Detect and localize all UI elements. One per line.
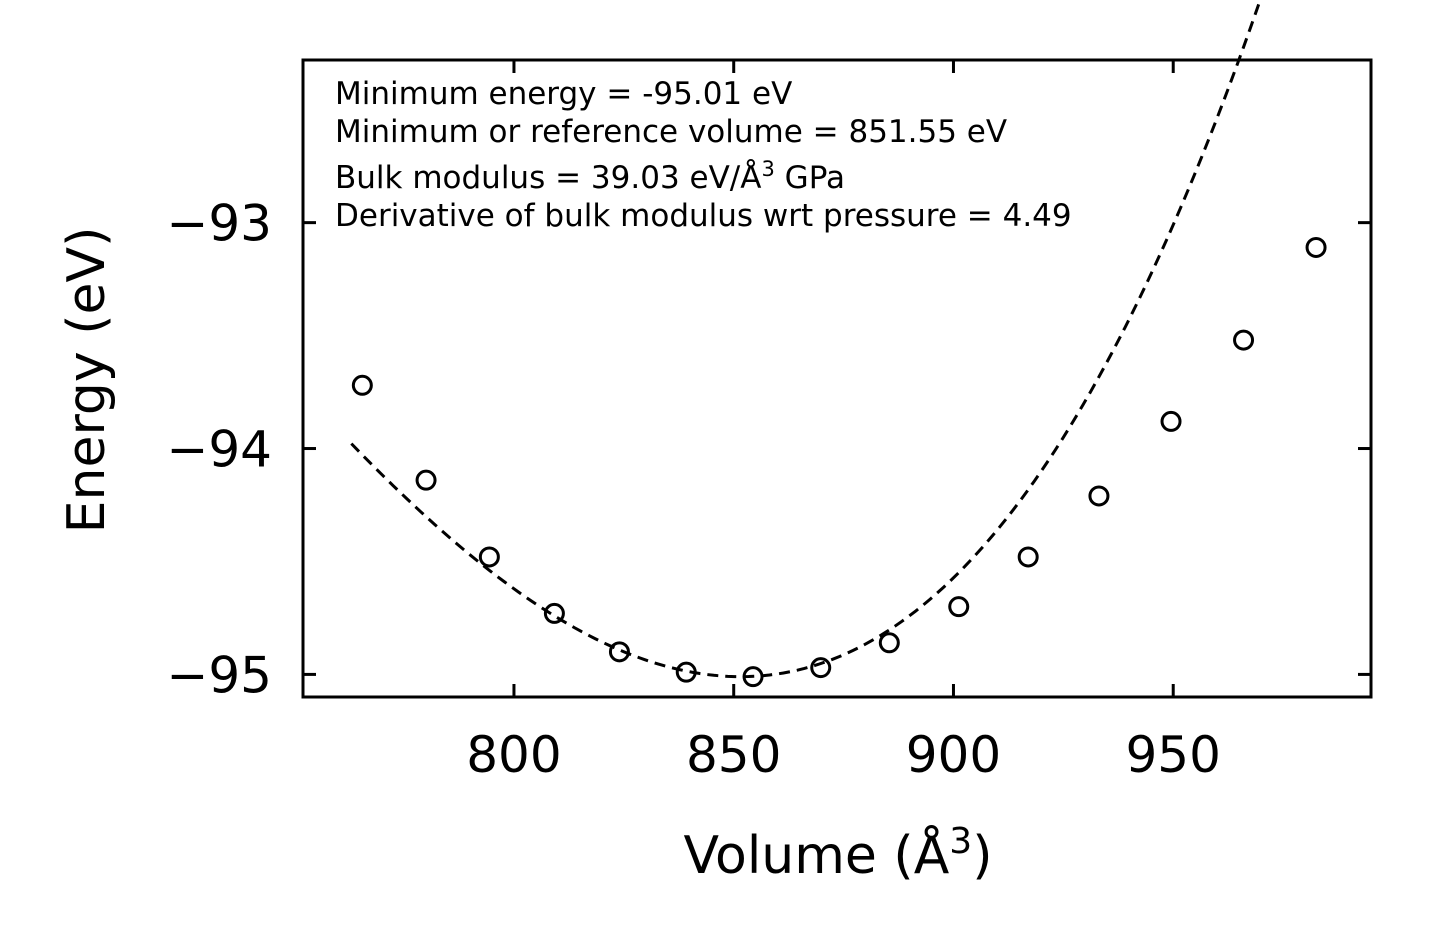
data-point [415,469,437,491]
plot-frame [301,58,1373,699]
y-tick-label: −95 [166,646,272,704]
x-tick-label: 800 [466,726,561,784]
data-point [742,666,764,688]
data-point [608,641,630,663]
data-point [478,546,500,568]
annotation-bulk-modulus-suffix: GPa [775,160,845,196]
data-point [1305,236,1327,258]
data-point [675,661,697,683]
data-point [810,657,832,679]
data-point [1233,329,1255,351]
annotation-bulk-modulus: Bulk modulus = 39.03 eV/Å3 GPa [335,157,845,196]
data-point [948,596,970,618]
plot-layer [350,0,1327,688]
x-axis-label-close: ) [972,826,992,886]
fit-curve [350,0,1262,679]
annotation-bulk-modulus-text: Bulk modulus = 39.03 eV/Å [335,160,761,196]
y-axis-label: Energy (eV) [57,227,117,534]
ticks-layer: 800 850 900 950 −93 −94 −95 [166,60,1371,784]
data-point [1017,546,1039,568]
data-point [878,632,900,654]
y-tick-label: −94 [166,421,272,479]
x-axis-label-sup: 3 [949,821,972,862]
data-point [1088,485,1110,507]
data-point [1160,410,1182,432]
x-axis-label-text: Volume (Å [684,824,950,886]
annotation-min-energy: Minimum energy = -95.01 eV [335,76,792,112]
x-tick-label: 850 [686,726,781,784]
x-axis-label: Volume (Å3) [684,821,993,886]
data-point [351,374,373,396]
x-tick-label: 950 [1126,726,1221,784]
x-tick-label: 900 [906,726,1001,784]
data-point [543,602,565,624]
annotation-derivative: Derivative of bulk modulus wrt pressure … [335,198,1072,234]
y-tick-label: −93 [166,195,272,253]
annotation-bulk-modulus-sup: 3 [761,157,774,181]
annotation-ref-volume: Minimum or reference volume = 851.55 eV [335,114,1007,150]
